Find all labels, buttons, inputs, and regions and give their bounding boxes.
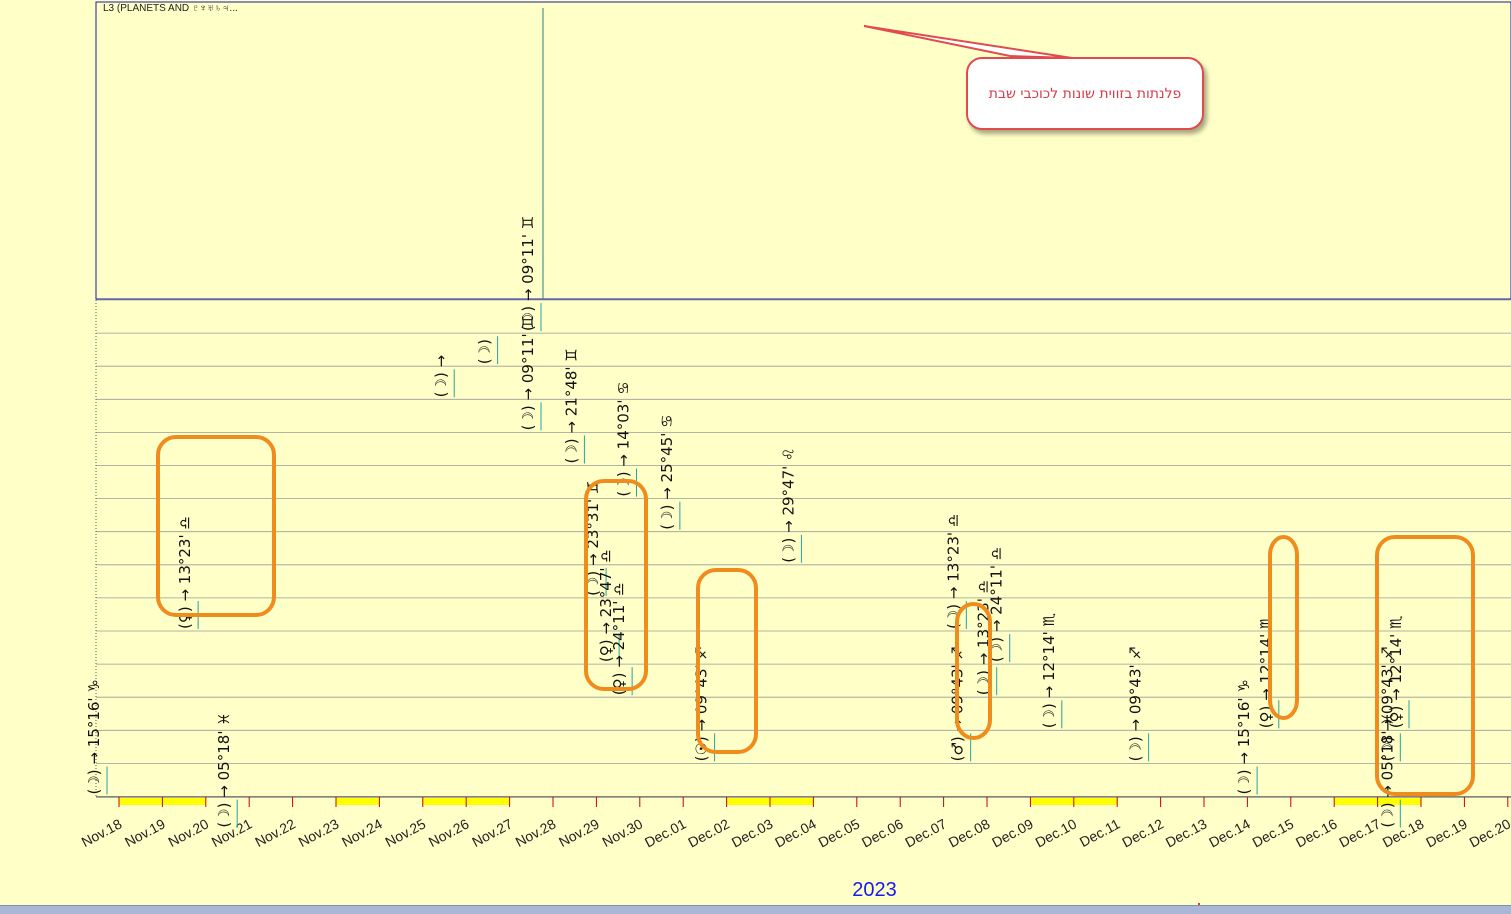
event-label: (☽) → 25°45' ♋ (658, 414, 681, 530)
event-label: (☽) → 21°48' ♊ (562, 348, 585, 464)
event-text: (☽) → (432, 355, 450, 398)
event-label: (☽) → 12°14' ♏ (1040, 612, 1063, 729)
event-label: (☽) (476, 336, 499, 365)
event-label: (☽) → 09°43' ♐ (1378, 646, 1401, 762)
venus-scorpio-box (1268, 535, 1299, 720)
event-text: (♀) → 23°47' ♎ (597, 549, 615, 662)
event-text: (☽) → 15°16' ♑ (1235, 679, 1253, 794)
event-text: (☽) → 09°11' ♊ (519, 315, 537, 430)
event-label: (☽) → 05°18' ♓ (215, 712, 238, 828)
mars-sagittarius-box (955, 602, 992, 740)
year-label: 2023 (852, 879, 897, 901)
event-text: (☽) → 09°11' ♊ (519, 216, 537, 331)
event-label: (☽) → 09°11' ♊ (519, 216, 542, 332)
event-label: (☽) → 29°47' ♌ (779, 448, 802, 563)
event-text: (☽) → 09°43' ♐ (1378, 646, 1396, 761)
event-label: (☽) → 05°18' ♓ (1378, 712, 1401, 828)
event-text: (☽) (476, 339, 494, 364)
event-text: (☽) → 14°03' ♋ (614, 381, 632, 496)
grid-lines (95, 299, 1511, 798)
multi-aspect-box (1375, 535, 1475, 796)
event-text: (☽) → 15°16' ♑ (85, 679, 103, 794)
event-text: (☽) → 23°31' ♊ (584, 481, 602, 596)
event-text: (☽) → 13°23' ♎ (944, 514, 962, 629)
upper-panel-frame (95, 1, 1511, 300)
event-text: (☽) → 05°18' ♓ (1378, 712, 1396, 827)
sun-sagittarius-box (696, 568, 758, 754)
event-label: (☽) → 09°11' ♊ (519, 315, 542, 431)
highlight-boxes (156, 435, 1475, 796)
event-text: (☽) → 09°43' ♐ (1127, 646, 1145, 761)
event-label: (♀) → 23°47' ♎ (597, 549, 620, 663)
event-label: (☽) → 09°43' ♐ (1127, 646, 1150, 762)
event-label: (♀) → 12°14' ♏ (1387, 615, 1410, 729)
horizontal-scrollbar[interactable] (0, 905, 1511, 914)
upper-panel (95, 1, 1511, 300)
event-text: (☽) → 21°48' ♊ (562, 348, 580, 463)
venus-libra-box (156, 435, 276, 617)
event-text: (☽) → 05°18' ♓ (215, 712, 233, 827)
event-text: (☽) → 12°14' ♏ (1040, 612, 1058, 728)
event-text: (♀) → 12°14' ♏ (1387, 615, 1405, 728)
venus-libra-box-2 (584, 479, 648, 691)
event-text: (♀) → 24°11' ♎ (610, 582, 628, 695)
event-label: (☽) → 24°11' ♎ (988, 547, 1011, 663)
event-text: (♀) → 13°23' ♎ (176, 516, 194, 629)
event-text: (☽) → 29°47' ♌ (779, 448, 797, 563)
event-label: (☽) → 23°31' ♊ (584, 481, 607, 596)
event-text: (☽) → 25°45' ♋ (658, 414, 676, 529)
weekend-band (336, 798, 380, 805)
event-text: (☽) → 24°11' ♎ (988, 547, 1006, 662)
event-labels: (☽) → 15°16' ♑ (☽) → 05°18' ♓ (♀) → 13°23'… (85, 216, 1410, 828)
event-label: (☽) → 15°16' ♑ (1235, 679, 1258, 795)
annotation-callout: פלנתות בזווית שונות לכוכבי שבת (966, 57, 1204, 130)
panel-title: L3 (PLANETS AND ♇♆♅♄♃... (103, 3, 238, 14)
event-label: (☽) → 15°16' ♑ (85, 679, 108, 795)
event-label: (☽) → (432, 355, 455, 398)
